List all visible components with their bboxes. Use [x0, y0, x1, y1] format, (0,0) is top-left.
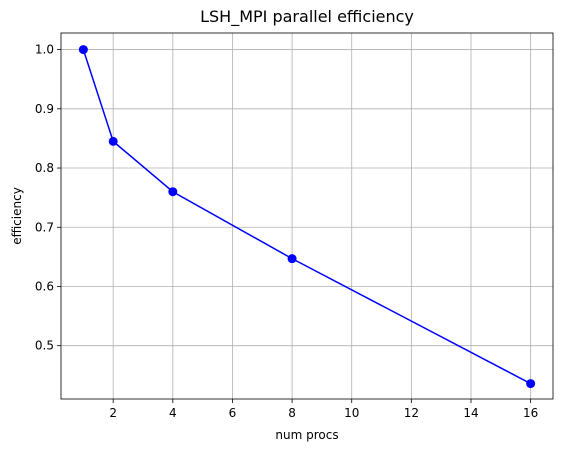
y-tick-label: 0.7 — [35, 220, 54, 234]
x-tick-label: 2 — [109, 406, 117, 420]
y-tick-label: 0.9 — [35, 102, 54, 116]
data-point — [108, 136, 118, 146]
y-axis-label: efficiency — [10, 187, 24, 245]
data-point — [168, 187, 178, 197]
y-tick-label: 0.6 — [35, 279, 54, 293]
data-point — [526, 379, 536, 389]
data-series — [78, 45, 536, 389]
data-point — [287, 254, 297, 264]
x-axis-label: num procs — [275, 428, 338, 442]
x-tick-label: 6 — [229, 406, 237, 420]
chart-title: LSH_MPI parallel efficiency — [200, 7, 414, 27]
x-tick-label: 14 — [463, 406, 478, 420]
y-tick-label: 0.5 — [35, 339, 54, 353]
axis-ticks: 2 4 6 8 10 12 14 16 0.5 0.6 0.7 0.8 0.9 1.0 — [35, 43, 538, 420]
grid — [61, 33, 553, 399]
data-point — [78, 45, 88, 55]
y-tick-label: 0.8 — [35, 161, 54, 175]
x-tick-label: 12 — [404, 406, 419, 420]
plot-frame — [60, 32, 554, 400]
x-tick-label: 10 — [344, 406, 359, 420]
x-tick-label: 8 — [288, 406, 296, 420]
y-tick-label: 1.0 — [35, 43, 54, 57]
x-tick-label: 4 — [169, 406, 177, 420]
x-tick-label: 16 — [523, 406, 538, 420]
